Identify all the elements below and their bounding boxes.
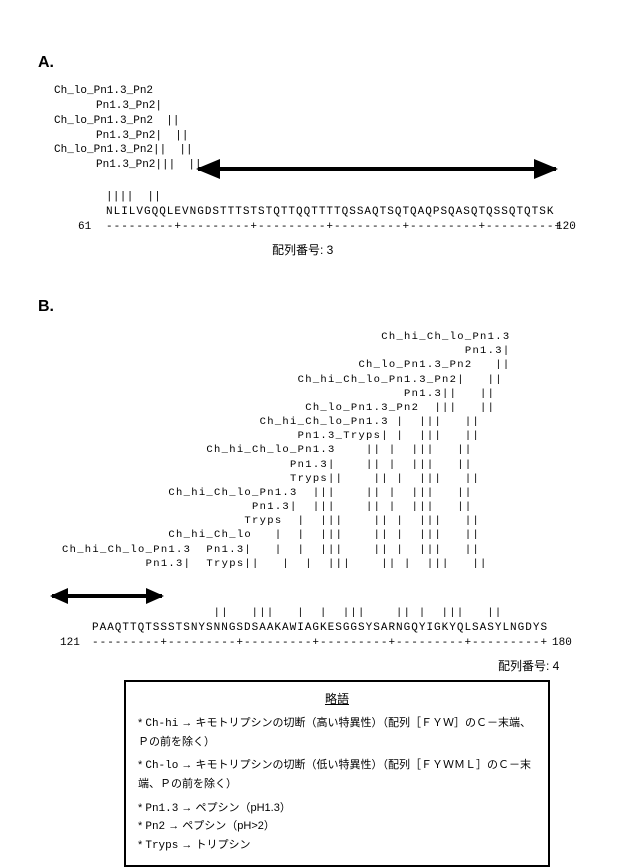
panel-b-end: 180 <box>552 636 572 651</box>
legend-item-pn13: * Pn1.3 → ペプシン（pH1.3） <box>138 800 536 819</box>
panel-a-ticks: |||| || <box>106 190 161 205</box>
panel-a-ruler: ---------+---------+---------+---------+… <box>106 220 562 235</box>
legend-item-tryps: * Tryps → トリプシン <box>138 837 536 856</box>
panel-b-arrow <box>52 594 162 598</box>
panel-b-sequence: PAAQTTQTSSSTSNYSNNGSDSAAKAWIAGKESGGSYSAR… <box>92 621 548 636</box>
panel-a-end: 120 <box>556 220 576 235</box>
panel-b-label: B. <box>38 296 54 318</box>
legend-title: 略語 <box>138 690 536 709</box>
legend-item-ch-hi: * Ch-hi → キモトリプシンの切断（高い特異性）（配列［ＦＹＷ］のＣ－末端… <box>138 715 536 751</box>
panel-a-sequence: NLILVGQQLEVNGDSTTTSTSTQTTQQTTTTQSSAQTSQT… <box>106 205 554 220</box>
panel-a-arrow <box>198 167 556 171</box>
panel-a-start: 61 <box>78 220 91 235</box>
panel-b-ticks: || ||| | | ||| || | ||| || <box>92 606 502 620</box>
panel-b-ruler: ---------+---------+---------+---------+… <box>92 636 548 651</box>
legend-item-pn2: * Pn2 → ペプシン（pH>2） <box>138 818 536 837</box>
panel-a-label: A. <box>38 52 54 74</box>
panel-b-cleavage-labels: Ch_hi_Ch_lo_Pn1.3 Pn1.3| Ch_lo_Pn1.3_Pn2… <box>62 330 510 571</box>
legend-box: 略語 * Ch-hi → キモトリプシンの切断（高い特異性）（配列［ＦＹＷ］のＣ… <box>124 680 550 867</box>
legend-item-ch-lo: * Ch-lo → キモトリプシンの切断（低い特異性）（配列［ＦＹＷＭＬ］のＣ－… <box>138 757 536 793</box>
panel-b-start: 121 <box>60 636 80 651</box>
panel-a-seq-label: 配列番号: 3 <box>272 242 333 258</box>
panel-b-seq-label: 配列番号: 4 <box>498 658 559 674</box>
panel-a-cleavage-labels: Ch_lo_Pn1.3_Pn2 Pn1.3_Pn2| Ch_lo_Pn1.3_P… <box>54 84 202 173</box>
